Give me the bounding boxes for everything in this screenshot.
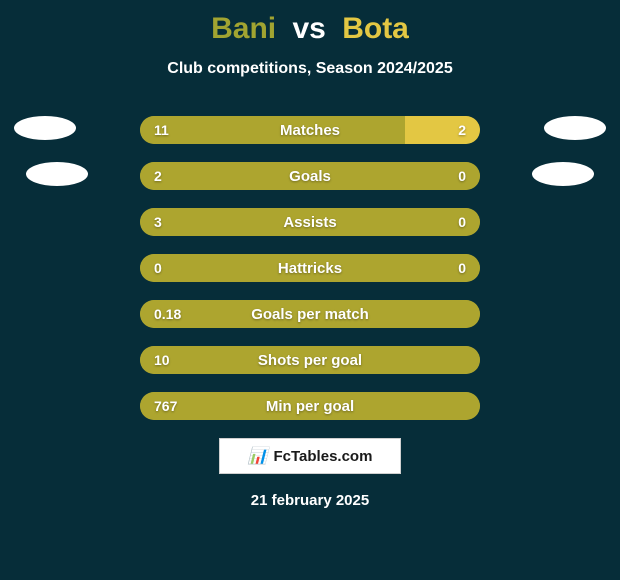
title-vs: vs: [292, 12, 325, 45]
title-player-1: Bani: [211, 12, 276, 45]
stat-row: 112Matches: [140, 116, 480, 144]
stat-row: 00Hattricks: [140, 254, 480, 282]
stat-bars: 112Matches 20Goals 30Assists 00Hattricks 0.1…: [140, 116, 480, 420]
brand-chart-icon: 📊: [248, 446, 268, 466]
club-badge-right-1: [544, 116, 606, 140]
club-badge-left-1: [14, 116, 76, 140]
subtitle: Club competitions, Season 2024/2025: [0, 60, 620, 78]
stat-label: Goals per match: [140, 300, 480, 328]
club-badge-right-2: [532, 162, 594, 186]
stat-row: 767Min per goal: [140, 392, 480, 420]
stat-row: 10Shots per goal: [140, 346, 480, 374]
stat-row: 30Assists: [140, 208, 480, 236]
club-badge-left-2: [26, 162, 88, 186]
stat-row: 20Goals: [140, 162, 480, 190]
stat-label: Assists: [140, 208, 480, 236]
brand-text: FcTables.com: [274, 448, 373, 465]
stat-label: Shots per goal: [140, 346, 480, 374]
date-label: 21 february 2025: [0, 492, 620, 509]
stat-label: Hattricks: [140, 254, 480, 282]
brand-box: 📊 FcTables.com: [219, 438, 401, 474]
comparison-infographic: Bani vs Bota Club competitions, Season 2…: [0, 0, 620, 580]
stat-label: Goals: [140, 162, 480, 190]
stat-row: 0.18Goals per match: [140, 300, 480, 328]
stat-label: Matches: [140, 116, 480, 144]
title-player-2: Bota: [342, 12, 409, 45]
content-area: 112Matches 20Goals 30Assists 00Hattricks 0.1…: [0, 116, 620, 509]
stat-label: Min per goal: [140, 392, 480, 420]
page-title: Bani vs Bota: [0, 12, 620, 46]
